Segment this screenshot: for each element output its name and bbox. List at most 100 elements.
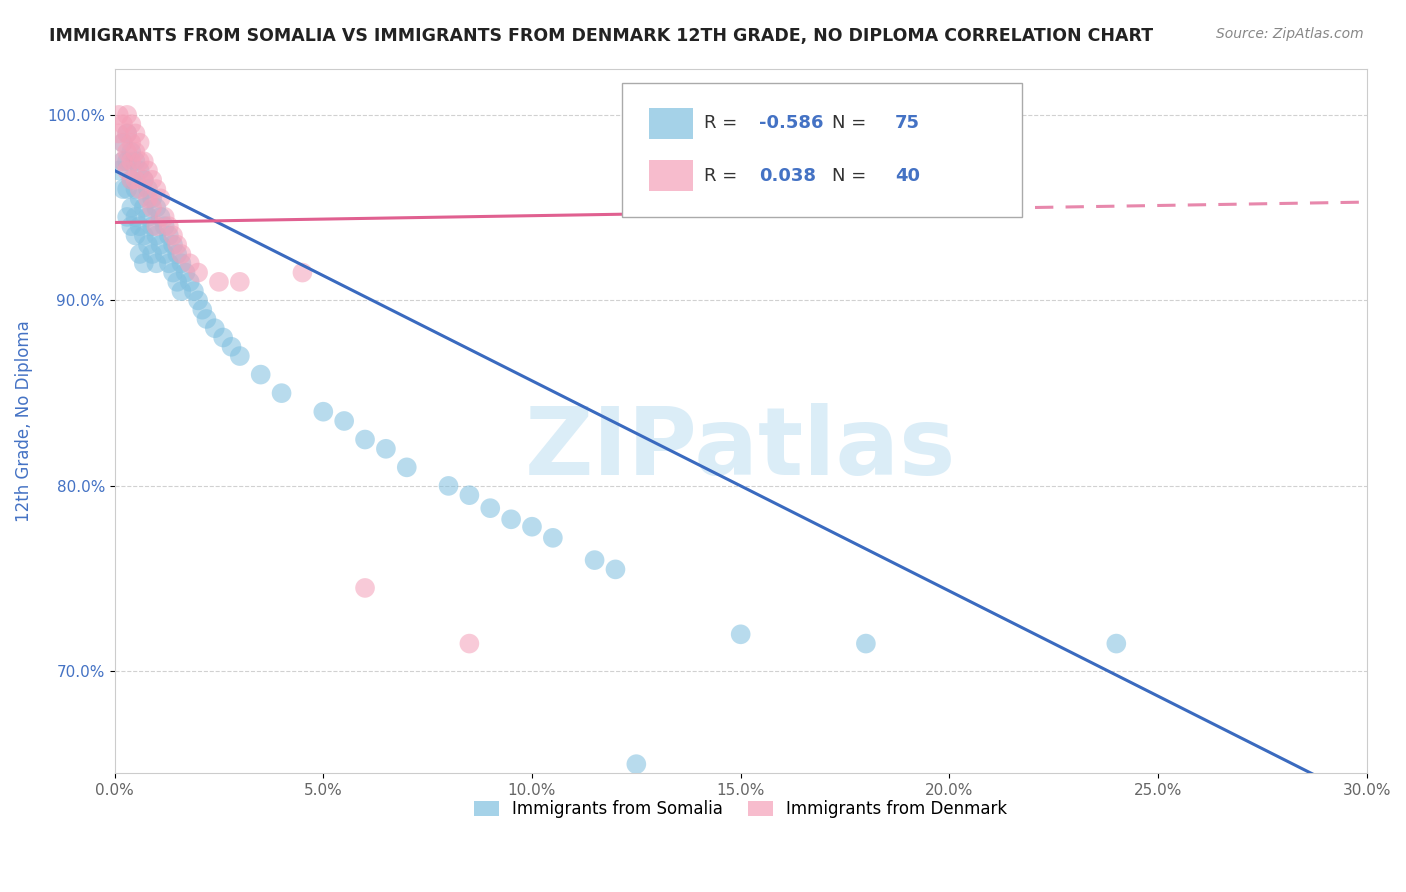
Point	[354, 433, 377, 447]
Text: ZIPatlas: ZIPatlas	[524, 403, 956, 495]
Point	[479, 501, 502, 516]
Point	[520, 519, 543, 533]
Point	[249, 368, 271, 382]
Point	[166, 275, 188, 289]
Point	[153, 247, 176, 261]
Point	[136, 182, 159, 196]
Text: R =: R =	[704, 167, 744, 185]
Point	[111, 182, 134, 196]
Point	[115, 145, 138, 159]
Point	[107, 108, 129, 122]
Point	[149, 210, 172, 224]
Point	[221, 340, 243, 354]
Point	[111, 154, 134, 169]
Point	[458, 488, 481, 502]
Point	[204, 321, 226, 335]
Point	[145, 201, 167, 215]
Point	[120, 173, 142, 187]
Point	[124, 210, 146, 224]
Point	[501, 512, 523, 526]
Point	[166, 237, 188, 252]
Point	[128, 163, 150, 178]
Point	[270, 386, 292, 401]
Point	[162, 228, 184, 243]
Point	[145, 182, 167, 196]
Point	[149, 237, 172, 252]
Point	[174, 266, 197, 280]
Point	[128, 247, 150, 261]
Point	[183, 284, 205, 298]
Point	[458, 637, 481, 651]
Point	[120, 219, 142, 234]
Point	[128, 154, 150, 169]
Point	[157, 228, 180, 243]
Text: Source: ZipAtlas.com: Source: ZipAtlas.com	[1216, 27, 1364, 41]
Point	[187, 293, 209, 308]
Point	[191, 302, 214, 317]
Point	[437, 479, 460, 493]
Point	[132, 173, 155, 187]
Point	[170, 256, 193, 270]
Point	[141, 173, 163, 187]
Point	[120, 136, 142, 150]
Text: 75: 75	[894, 114, 920, 132]
Point	[855, 637, 877, 651]
Point	[179, 256, 201, 270]
Point	[136, 191, 159, 205]
Point	[115, 163, 138, 178]
Point	[141, 191, 163, 205]
Point	[354, 581, 377, 595]
Point	[170, 247, 193, 261]
Point	[730, 627, 752, 641]
Point	[132, 173, 155, 187]
Point	[111, 136, 134, 150]
Point	[115, 108, 138, 122]
Point	[128, 182, 150, 196]
Point	[312, 405, 335, 419]
Point	[136, 237, 159, 252]
Point	[153, 219, 176, 234]
Point	[124, 228, 146, 243]
Point	[115, 210, 138, 224]
Point	[145, 256, 167, 270]
Point	[395, 460, 418, 475]
Point	[107, 163, 129, 178]
Text: 0.038: 0.038	[759, 167, 817, 185]
Point	[583, 553, 606, 567]
Point	[128, 219, 150, 234]
Point	[124, 127, 146, 141]
Point	[1272, 785, 1295, 799]
Point	[145, 219, 167, 234]
Point	[115, 154, 138, 169]
Point	[153, 210, 176, 224]
Point	[107, 127, 129, 141]
Point	[120, 145, 142, 159]
Point	[132, 154, 155, 169]
Point	[179, 275, 201, 289]
Point	[136, 210, 159, 224]
Point	[132, 256, 155, 270]
Point	[120, 154, 142, 169]
Point	[120, 201, 142, 215]
Point	[208, 275, 231, 289]
Point	[162, 237, 184, 252]
Point	[157, 219, 180, 234]
Point	[626, 757, 648, 772]
Point	[145, 228, 167, 243]
Point	[132, 201, 155, 215]
Point	[149, 191, 172, 205]
Point	[605, 562, 627, 576]
Point	[170, 284, 193, 298]
Point	[120, 117, 142, 131]
Point	[111, 154, 134, 169]
Text: -0.586: -0.586	[759, 114, 824, 132]
Point	[333, 414, 356, 428]
Text: IMMIGRANTS FROM SOMALIA VS IMMIGRANTS FROM DENMARK 12TH GRADE, NO DIPLOMA CORREL: IMMIGRANTS FROM SOMALIA VS IMMIGRANTS FR…	[49, 27, 1153, 45]
Point	[291, 266, 314, 280]
Point	[229, 349, 252, 363]
Point	[120, 173, 142, 187]
Point	[115, 127, 138, 141]
Text: N =: N =	[832, 167, 872, 185]
Point	[141, 247, 163, 261]
Y-axis label: 12th Grade, No Diploma: 12th Grade, No Diploma	[15, 320, 32, 522]
